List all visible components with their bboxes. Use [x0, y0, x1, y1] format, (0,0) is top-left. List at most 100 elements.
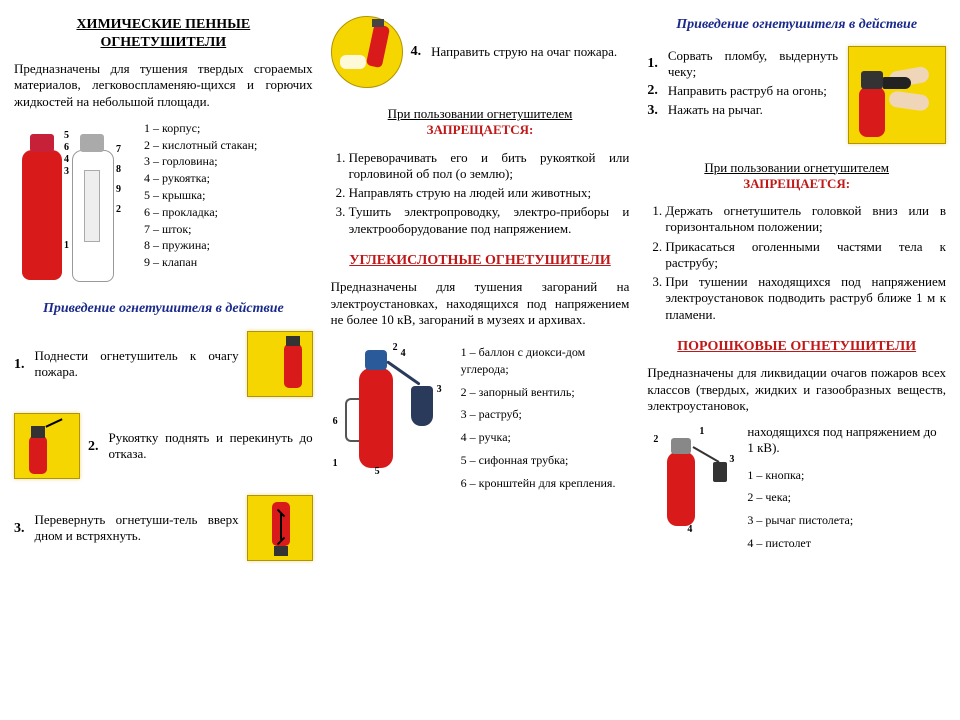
forbidden-item: Переворачивать его и бить рукояткой или … [349, 150, 630, 183]
callout: 7 [116, 144, 121, 157]
part-line: 6 – кронштейн для крепления. [461, 475, 630, 492]
chemical-extinguisher-diagram: 5 6 4 3 1 7 8 9 2 [14, 120, 134, 290]
col3-parts-list: 1 – кнопка; 2 – чека; 3 – рычаг пистолет… [747, 467, 946, 552]
col3-title: ПОРОШКОВЫЕ ОГНЕТУШИТЕЛИ [647, 338, 946, 356]
col1-step-2: 2. Рукоятку поднять и перекинуть до отка… [14, 413, 313, 479]
step-text: Нажать на рычаг. [668, 102, 838, 118]
column-3: Приведение огнетушителя в действие 1. Со… [647, 12, 946, 708]
step-num: 1. [647, 55, 658, 73]
part-line: 4 – пистолет [747, 535, 946, 552]
col3-forbidden-list: Держать огнетушитель головкой вниз или в… [665, 200, 946, 326]
callout: 5 [64, 130, 69, 143]
callout: 1 [333, 458, 338, 471]
step-text: Направить раструб на огонь; [668, 83, 838, 99]
part-line: 2 – запорный вентиль; [461, 384, 630, 401]
callout: 3 [64, 166, 69, 179]
col1-parts-list: 1 – корпус; 2 – кислотный стакан; 3 – го… [144, 120, 257, 271]
col3-steps-list: 1. Сорвать пломбу, выдернуть чеку; 2. На… [647, 46, 838, 122]
callout: 6 [64, 142, 69, 155]
callout: 1 [64, 240, 69, 253]
step-text: Сорвать пломбу, выдернуть чеку; [668, 48, 838, 81]
col3-diagram-row: 1 2 3 4 находящихся под напряжением до 1… [647, 424, 946, 552]
part-line: 3 – рычаг пистолета; [747, 512, 946, 529]
col3-activation-row: 1. Сорвать пломбу, выдернуть чеку; 2. На… [647, 46, 946, 144]
col3-activation-thumb [848, 46, 946, 144]
col3-right-block: находящихся под напряжением до 1 кВ). 1 … [747, 424, 946, 552]
part-line: 9 – клапан [144, 254, 257, 271]
step2-thumb [14, 413, 80, 479]
part-line: 5 – крышка; [144, 187, 257, 204]
part-line: 5 – сифонная трубка; [461, 452, 630, 469]
part-line: 3 – раструб; [461, 406, 630, 423]
col3-intro-b: находящихся под напряжением до 1 кВ). [747, 424, 946, 457]
step4-thumb-circle [331, 16, 403, 88]
step1-thumb [247, 331, 313, 397]
forbidden-line2: ЗАПРЕЩАЕТСЯ: [647, 176, 946, 192]
part-line: 2 – чека; [747, 489, 946, 506]
col1-activation-title: Приведение огнетушителя в действие [14, 300, 313, 318]
part-line: 8 – пружина; [144, 237, 257, 254]
col3-intro: Предназначены для ликвидации очагов пожа… [647, 365, 946, 414]
col2-diagram-row: 2 3 4 1 5 6 1 – баллон с диокси-дом угле… [331, 338, 630, 492]
col1-title: ХИМИЧЕСКИЕ ПЕННЫЕ ОГНЕТУШИТЕЛИ [14, 16, 313, 51]
forbidden-item: При тушении находящихся под напряжением … [665, 274, 946, 323]
col1-diagram-row: 5 6 4 3 1 7 8 9 2 1 – корпус; 2 – кислот… [14, 120, 313, 290]
col3-activation-title: Приведение огнетушителя в действие [647, 16, 946, 34]
col2-title: УГЛЕКИСЛОТНЫЕ ОГНЕТУШИТЕЛИ [331, 252, 630, 270]
step-num: 3. [14, 520, 25, 538]
callout: 9 [116, 184, 121, 197]
part-line: 1 – корпус; [144, 120, 257, 137]
part-line: 4 – рукоятка; [144, 170, 257, 187]
step-num: 2. [88, 438, 99, 456]
col1-step-1: 1. Поднести огнетушитель к очагу пожара. [14, 331, 313, 397]
callout: 5 [375, 466, 380, 479]
forbidden-item: Тушить электропроводку, электро-приборы … [349, 204, 630, 237]
page: ХИМИЧЕСКИЕ ПЕННЫЕ ОГНЕТУШИТЕЛИ Предназна… [0, 0, 960, 720]
forbidden-item: Держать огнетушитель головкой вниз или в… [665, 203, 946, 236]
col3-forbidden-heading: При пользовании огнетушителем ЗАПРЕЩАЕТС… [647, 160, 946, 193]
step-text: Рукоятку поднять и перекинуть до отказа. [109, 430, 313, 463]
part-line: 2 – кислотный стакан; [144, 137, 257, 154]
step-num: 3. [647, 102, 658, 120]
forbidden-line1: При пользовании огнетушителем [388, 106, 573, 121]
part-line: 7 – шток; [144, 221, 257, 238]
callout: 1 [699, 426, 704, 439]
forbidden-line2: ЗАПРЕЩАЕТСЯ: [331, 122, 630, 138]
callout: 2 [116, 204, 121, 217]
co2-extinguisher-diagram: 2 3 4 1 5 6 [331, 338, 451, 478]
part-line: 1 – кнопка; [747, 467, 946, 484]
column-2: 4. Направить струю на очаг пожара. При п… [331, 12, 630, 708]
callout: 4 [64, 154, 69, 167]
forbidden-item: Прикасаться оголенными частями тела к ра… [665, 239, 946, 272]
col2-forbidden-list: Переворачивать его и бить рукояткой или … [349, 147, 630, 240]
col2-step-4: 4. Направить струю на очаг пожара. [331, 16, 630, 88]
part-line: 1 – баллон с диокси-дом углерода; [461, 344, 630, 378]
col2-intro: Предназначены для тушения загораний на э… [331, 279, 630, 328]
col2-forbidden-heading: При пользовании огнетушителем ЗАПРЕЩАЕТС… [331, 106, 630, 139]
col1-step-3: 3. Перевернуть огнетуши-тель вверх дном … [14, 495, 313, 561]
step-text: Перевернуть огнетуши-тель вверх дном и в… [35, 512, 239, 545]
callout: 3 [729, 454, 734, 467]
powder-extinguisher-diagram: 1 2 3 4 [647, 424, 737, 534]
col1-intro: Предназначены для тушения твердых сгорае… [14, 61, 313, 110]
step3-thumb [247, 495, 313, 561]
callout: 8 [116, 164, 121, 177]
step-num: 2. [647, 82, 658, 100]
step-num: 4. [411, 43, 422, 61]
step-text: Поднести огнетушитель к очагу пожара. [35, 348, 239, 381]
callout: 2 [393, 342, 398, 355]
step-text: Направить струю на очаг пожара. [431, 44, 629, 60]
callout: 4 [687, 524, 692, 537]
column-1: ХИМИЧЕСКИЕ ПЕННЫЕ ОГНЕТУШИТЕЛИ Предназна… [14, 12, 313, 708]
callout: 4 [401, 348, 406, 361]
callout: 2 [653, 434, 658, 447]
forbidden-line1: При пользовании огнетушителем [704, 160, 889, 175]
part-line: 4 – ручка; [461, 429, 630, 446]
part-line: 3 – горловина; [144, 153, 257, 170]
forbidden-item: Направлять струю на людей или животных; [349, 185, 630, 201]
part-line: 6 – прокладка; [144, 204, 257, 221]
col2-parts-list: 1 – баллон с диокси-дом углерода; 2 – за… [461, 338, 630, 492]
callout: 3 [437, 384, 442, 397]
callout: 6 [333, 416, 338, 429]
step-num: 1. [14, 356, 25, 374]
